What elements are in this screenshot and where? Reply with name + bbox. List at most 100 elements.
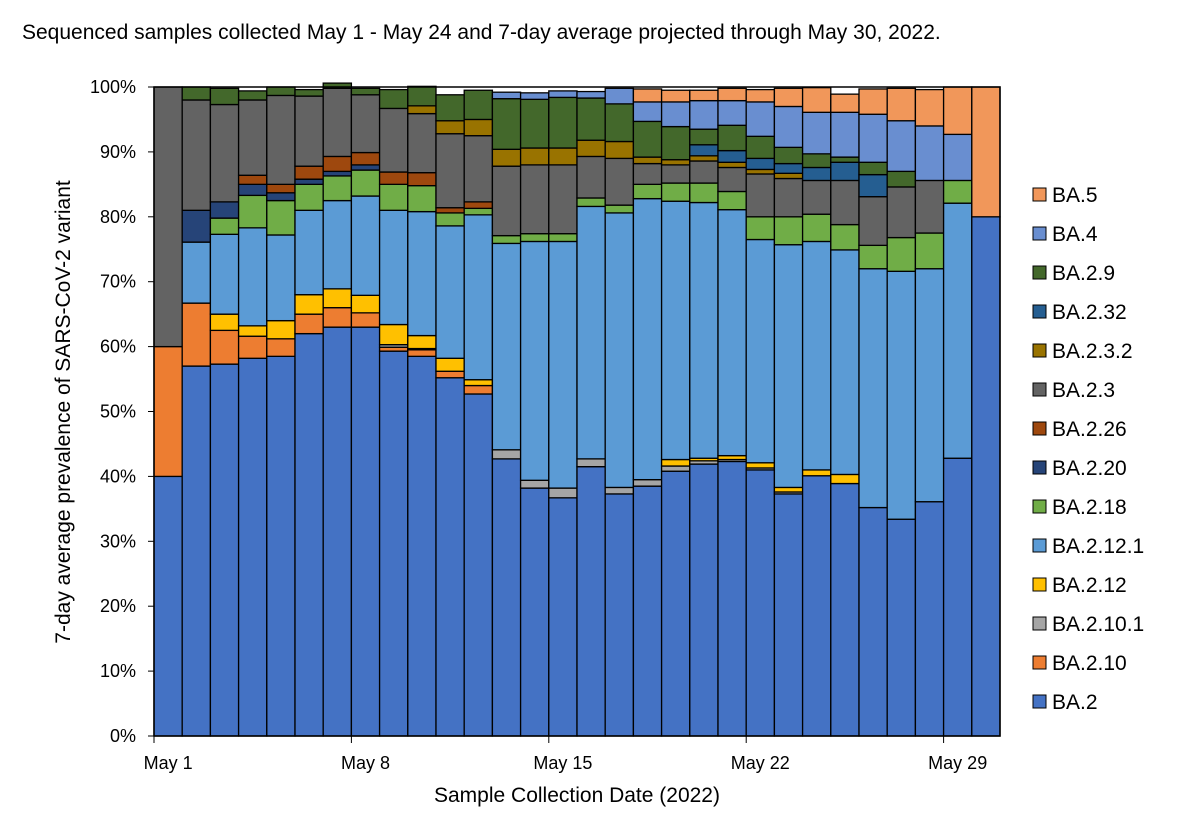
legend-swatch-ba-2-26	[1032, 421, 1047, 436]
bar-segment-ba-2-32	[830, 161, 860, 182]
chart-title: Sequenced samples collected May 1 - May …	[22, 21, 941, 44]
legend-label-ba-2-3-2: BA.2.3.2	[1052, 340, 1133, 363]
bar-segment-ba-2-3	[830, 179, 860, 226]
x-axis: May 1 May 8 May 15 May 22 May 29	[144, 736, 987, 773]
bar-segment-ba-2	[858, 506, 888, 737]
bar-segment-ba-2-3-2	[632, 156, 663, 165]
bar-segment-ba-2-3	[181, 99, 212, 211]
y-axis: 0% 10% 20% 30% 40% 50% 60% 70% 80% 90% 100%	[90, 77, 154, 746]
bar-segment-ba-2-10-1	[660, 465, 691, 472]
bar-segment-ba-2	[519, 487, 550, 737]
bar-segment-ba-2-12-1	[378, 209, 409, 326]
legend-label-ba-2-26: BA.2.26	[1052, 418, 1127, 441]
bar-segment-ba-2-3-2	[463, 118, 494, 137]
bar-segment-ba-2-9	[773, 146, 804, 165]
bar-segment-ba-2	[717, 460, 747, 737]
bar-segment-ba-2	[801, 475, 832, 737]
legend-label-ba-2-3: BA.2.3	[1052, 379, 1115, 402]
legend-label-ba-2-20: BA.2.20	[1052, 457, 1127, 480]
bar-segment-ba-2-3	[519, 164, 550, 235]
bar-segment-ba-4	[830, 111, 860, 158]
bar-segment-ba-2-12	[801, 469, 832, 477]
bar-segment-ba-2-9	[378, 88, 409, 110]
bar-segment-ba-2-9	[491, 98, 522, 150]
bar-segment-ba-2-12-1	[350, 195, 381, 296]
bar-segment-ba-2-9	[294, 88, 324, 97]
bar-segment-ba-2-12	[350, 294, 381, 314]
bar-segment-ba-2-12-1	[830, 249, 860, 476]
bar-segment-ba-2-3-2	[773, 172, 804, 180]
x-tick-label: May 8	[341, 753, 390, 773]
legend-swatch-ba-2-3-2	[1032, 343, 1047, 358]
bar-segment-ba-2-12-1	[773, 244, 804, 489]
bar-segment-ba-5	[942, 86, 973, 136]
bar-segment-ba-4	[801, 111, 832, 155]
bar-segment-ba-2-10-1	[576, 458, 606, 468]
bar-segment-ba-2-3-2	[435, 120, 465, 135]
bar-segment-ba-2-18	[378, 183, 409, 211]
legend: BA.5 BA.4 BA.2.9 BA.2.32 BA.2.3.2 BA.2.3 BA.2.…	[1032, 184, 1144, 714]
bar-segment-ba-5	[858, 88, 888, 115]
bar-segment-ba-2-3	[294, 95, 324, 167]
bar-segment-ba-2-9	[407, 85, 437, 107]
bar-segment-ba-2-20	[294, 178, 324, 186]
bar-segment-ba-2-3-2	[519, 147, 550, 166]
bar-segment-ba-4	[604, 87, 635, 105]
bar-segment-ba-2-3-2	[576, 139, 606, 158]
bar-segment-ba-2-12-1	[689, 201, 719, 459]
legend-label-ba-2-10: BA.2.10	[1052, 652, 1127, 675]
bar-segment-ba-4	[717, 99, 747, 126]
y-tick-label: 90%	[100, 142, 136, 162]
bar-segment-ba-2-26	[435, 207, 465, 214]
y-tick-label: 50%	[100, 402, 136, 422]
legend-label-ba-5: BA.5	[1052, 184, 1098, 207]
legend-swatch-ba-2-32	[1032, 304, 1047, 319]
y-tick-label: 70%	[100, 272, 136, 292]
bar-segment-ba-2-32	[858, 173, 888, 198]
bar-segment-ba-2-3	[773, 177, 804, 218]
bar-segment-ba-2-3	[745, 173, 776, 218]
bar-segment-ba-2-12-1	[519, 240, 550, 481]
bar-segment-ba-2-9	[830, 156, 860, 163]
bar-segment-ba-2-12-1	[266, 234, 296, 322]
x-tick-label: May 1	[144, 753, 193, 773]
bar-segment-ba-5	[632, 88, 663, 103]
bar-segment-ba-2-10	[181, 302, 212, 367]
bar-segment-ba-5	[971, 86, 1001, 218]
bar-segment-ba-2	[435, 377, 465, 737]
bar-segment-ba-2-18	[435, 212, 465, 227]
bar-segment-ba-2	[209, 363, 240, 737]
bar-segment-ba-2	[548, 497, 578, 737]
bar-segment-ba-2-26	[294, 165, 324, 180]
legend-label-ba-2-32: BA.2.32	[1052, 301, 1127, 324]
bar-segment-ba-2	[463, 393, 494, 737]
bar-segment-ba-2-9	[717, 124, 747, 152]
y-tick-label: 40%	[100, 466, 136, 486]
y-tick-label: 30%	[100, 531, 136, 551]
bar-segment-ba-2-18	[266, 199, 296, 236]
bar-segment-ba-4	[548, 90, 578, 99]
bar-segment-ba-2-18	[632, 183, 663, 200]
bar-segment-ba-2-3	[632, 162, 663, 186]
bar-segment-ba-2-18	[491, 234, 522, 245]
bar-segment-ba-4	[914, 125, 945, 182]
bar-segment-ba-2-18	[294, 183, 324, 211]
bar-segment-ba-4	[491, 91, 522, 100]
bar-segment-ba-2	[491, 458, 522, 737]
bar-segment-ba-2-3	[914, 179, 945, 234]
bar-segment-ba-2-26	[378, 171, 409, 185]
bar-segment-ba-2-9	[632, 120, 663, 158]
bar-segment-ba-2-12-1	[717, 209, 747, 457]
bar-segment-ba-2-10	[237, 335, 268, 359]
bar-segment-ba-2-3	[548, 164, 578, 235]
bar-segment-ba-2	[294, 332, 324, 737]
bar-segment-ba-5	[745, 88, 776, 103]
bar-segment-ba-5	[689, 89, 719, 102]
bar-segment-ba-2-12-1	[548, 240, 578, 489]
legend-swatch-ba-4	[1032, 226, 1047, 241]
bar-segment-ba-2-32	[801, 166, 832, 182]
bar-segment-ba-2-18	[463, 207, 494, 216]
bar-segment-ba-2-12-1	[914, 268, 945, 503]
bar-segment-ba-2	[153, 475, 183, 737]
bar-segment-ba-2-3	[576, 155, 606, 199]
